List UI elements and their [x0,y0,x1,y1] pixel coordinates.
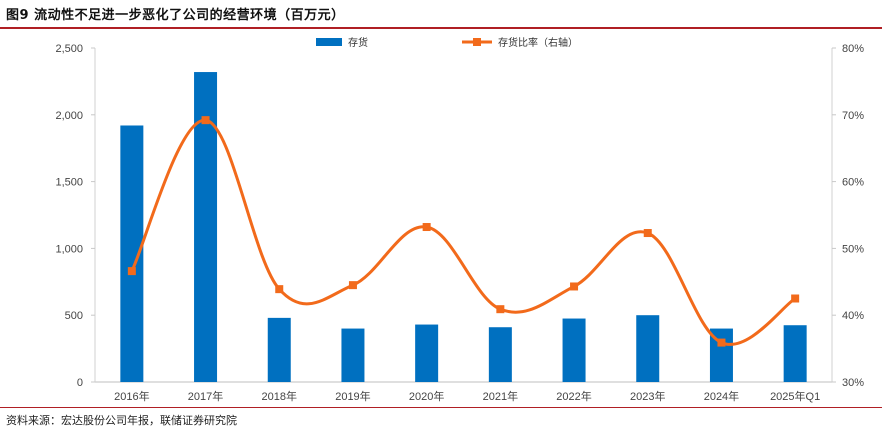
x-tick-label: 2023年 [630,389,665,403]
bar [562,318,586,382]
y-right-tick-label: 30% [842,377,864,389]
x-tick-label: 2022年 [556,389,591,403]
y-left-tick-label: 2,500 [55,43,83,55]
bar [341,328,365,382]
chart-axes: 0 500 1,000 1,500 2,000 2,500 30% 40% 50% 60% 70% 8… [55,43,864,403]
bar-series [120,72,807,382]
x-tick-label: 2016年 [114,389,149,403]
line-marker [348,281,357,290]
x-tick-label: 2017年 [188,389,223,403]
legend-label-line: 存货比率（右轴） [498,36,578,49]
line-marker [643,229,652,238]
x-tick-label: 2021年 [483,389,518,403]
line-marker [422,223,431,232]
line-marker [275,285,284,294]
bar [267,317,291,382]
title-rule [0,27,882,29]
y-left-tick-label: 2,000 [55,110,83,122]
figure-title: 图9 流动性不足进一步恶化了公司的经营环境（百万元） [6,8,345,23]
chart-legend: 存货 存货比率（右轴） [316,36,578,49]
bar [783,325,807,382]
x-tick-label: 2024年 [704,389,739,403]
y-right-tick-label: 40% [842,310,864,322]
line-marker [201,116,210,125]
bar [194,72,218,382]
y-left-tick-label: 1,500 [55,177,83,189]
bar [120,125,144,382]
y-right-tick-label: 80% [842,43,864,55]
bar [709,328,733,382]
bar [488,327,512,382]
x-tick-label: 2019年 [335,389,370,403]
source-note: 资料来源：宏达股份公司年报，联储证券研究院 [6,414,237,427]
legend-label-bar: 存货 [348,36,368,49]
x-tick-label: 2025年Q1 [770,389,820,403]
bar [636,315,660,382]
line-marker [791,294,800,303]
x-tick-label: 2018年 [262,389,297,403]
y-left-tick-label: 0 [77,377,83,389]
y-left-tick-label: 1,000 [55,243,83,255]
y-right-tick-label: 70% [842,110,864,122]
line-marker [127,267,136,276]
line-series [127,116,800,347]
x-tick-label: 2020年 [409,389,444,403]
bar [415,324,439,382]
footer-rule [0,407,882,408]
y-right-tick-label: 60% [842,177,864,189]
legend-swatch-marker [473,38,481,46]
series-line [130,118,797,346]
y-left-tick-label: 500 [65,310,83,322]
legend-swatch-bar [316,38,342,46]
line-marker [496,305,505,314]
y-right-tick-label: 50% [842,243,864,255]
line-marker [717,338,726,347]
line-marker [570,282,579,291]
